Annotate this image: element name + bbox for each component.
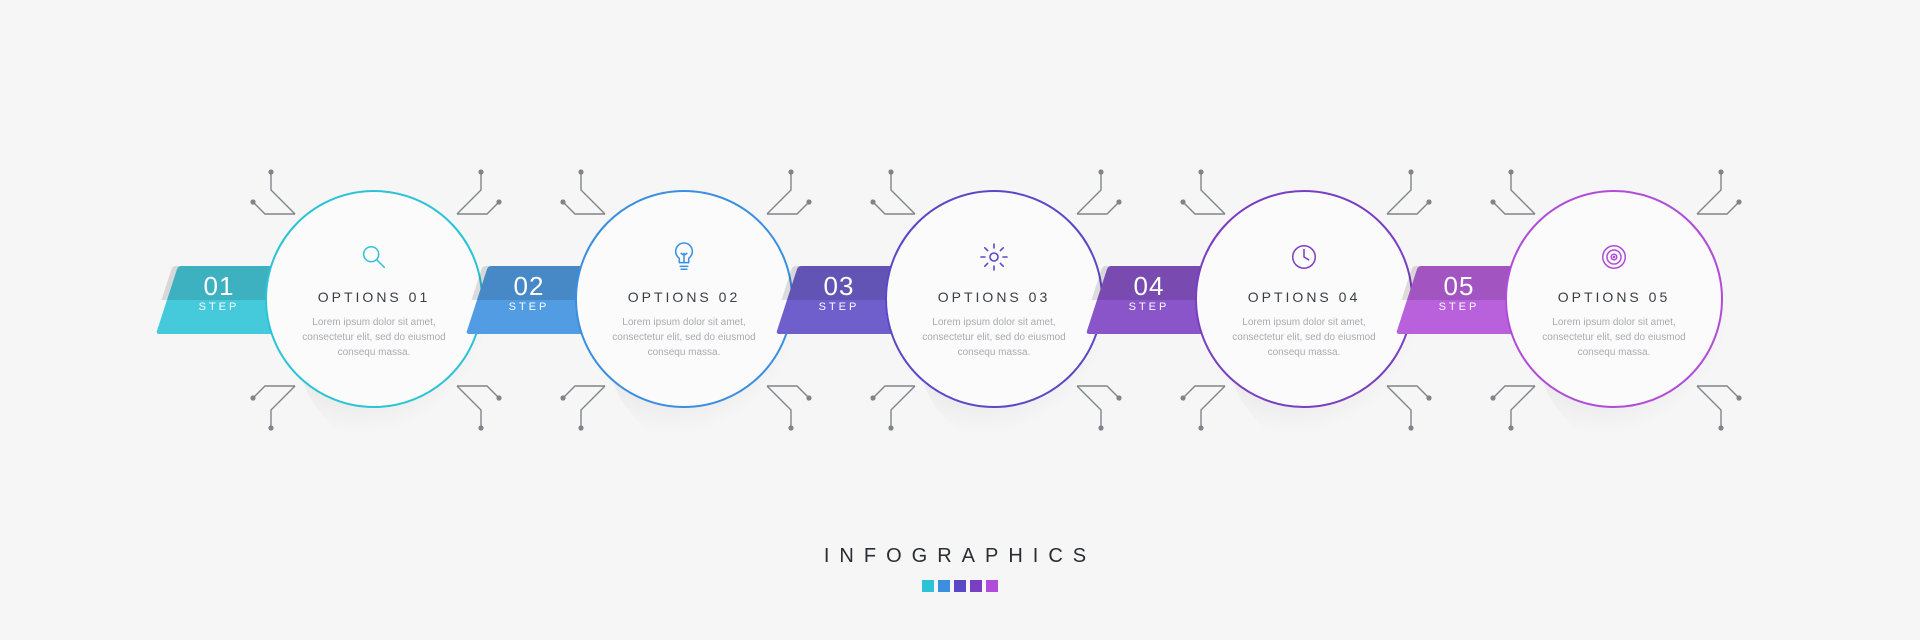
step-body: Lorem ipsum dolor sit amet, consectetur … [913, 315, 1075, 360]
step-04: 04STEPOPTIONS 04Lorem ipsum dolor sit am… [1115, 170, 1425, 430]
legend-swatch [922, 580, 934, 592]
steps-row: 01STEPOPTIONS 01Lorem ipsum dolor sit am… [0, 140, 1920, 460]
legend-swatches [0, 580, 1920, 592]
bulb-icon [669, 239, 699, 275]
connector-line [1693, 382, 1743, 432]
step-01: 01STEPOPTIONS 01Lorem ipsum dolor sit am… [185, 170, 495, 430]
step-title: OPTIONS 03 [938, 289, 1050, 305]
connector-line [1489, 168, 1539, 218]
step-title: OPTIONS 01 [318, 289, 430, 305]
connector-line [1179, 168, 1229, 218]
connector-line [249, 168, 299, 218]
magnifier-icon [359, 239, 389, 275]
step-body: Lorem ipsum dolor sit amet, consectetur … [1533, 315, 1695, 360]
step-circle: OPTIONS 02 Lorem ipsum dolor sit amet, co… [575, 190, 793, 408]
step-body: Lorem ipsum dolor sit amet, consectetur … [293, 315, 455, 360]
legend-swatch [954, 580, 966, 592]
connector-line [559, 168, 609, 218]
step-body: Lorem ipsum dolor sit amet, consectetur … [603, 315, 765, 360]
step-title: OPTIONS 02 [628, 289, 740, 305]
step-02: 02STEPOPTIONS 02Lorem ipsum dolor sit am… [495, 170, 805, 430]
step-circle: OPTIONS 05 Lorem ipsum dolor sit amet, co… [1505, 190, 1723, 408]
gear-icon [978, 239, 1010, 275]
step-03: 03STEPOPTIONS 03Lorem ipsum dolor sit am… [805, 170, 1115, 430]
footer-title: INFOGRAPHICS [0, 545, 1920, 568]
connector-line [1179, 382, 1229, 432]
legend-swatch [986, 580, 998, 592]
step-title: OPTIONS 05 [1558, 289, 1670, 305]
connector-line [559, 382, 609, 432]
step-circle: OPTIONS 01 Lorem ipsum dolor sit amet, co… [265, 190, 483, 408]
connector-line [869, 382, 919, 432]
step-title: OPTIONS 04 [1248, 289, 1360, 305]
connector-line [249, 382, 299, 432]
clock-icon [1289, 239, 1319, 275]
step-body: Lorem ipsum dolor sit amet, consectetur … [1223, 315, 1385, 360]
connector-line [1489, 382, 1539, 432]
step-05: 05STEPOPTIONS 05Lorem ipsum dolor sit am… [1425, 170, 1735, 430]
connector-line [869, 168, 919, 218]
step-circle: OPTIONS 04 Lorem ipsum dolor sit amet, co… [1195, 190, 1413, 408]
legend-swatch [938, 580, 950, 592]
target-icon [1599, 239, 1629, 275]
footer: INFOGRAPHICS [0, 545, 1920, 592]
legend-swatch [970, 580, 982, 592]
connector-line [1693, 168, 1743, 218]
step-circle: OPTIONS 03 Lorem ipsum dolor sit amet, co… [885, 190, 1103, 408]
